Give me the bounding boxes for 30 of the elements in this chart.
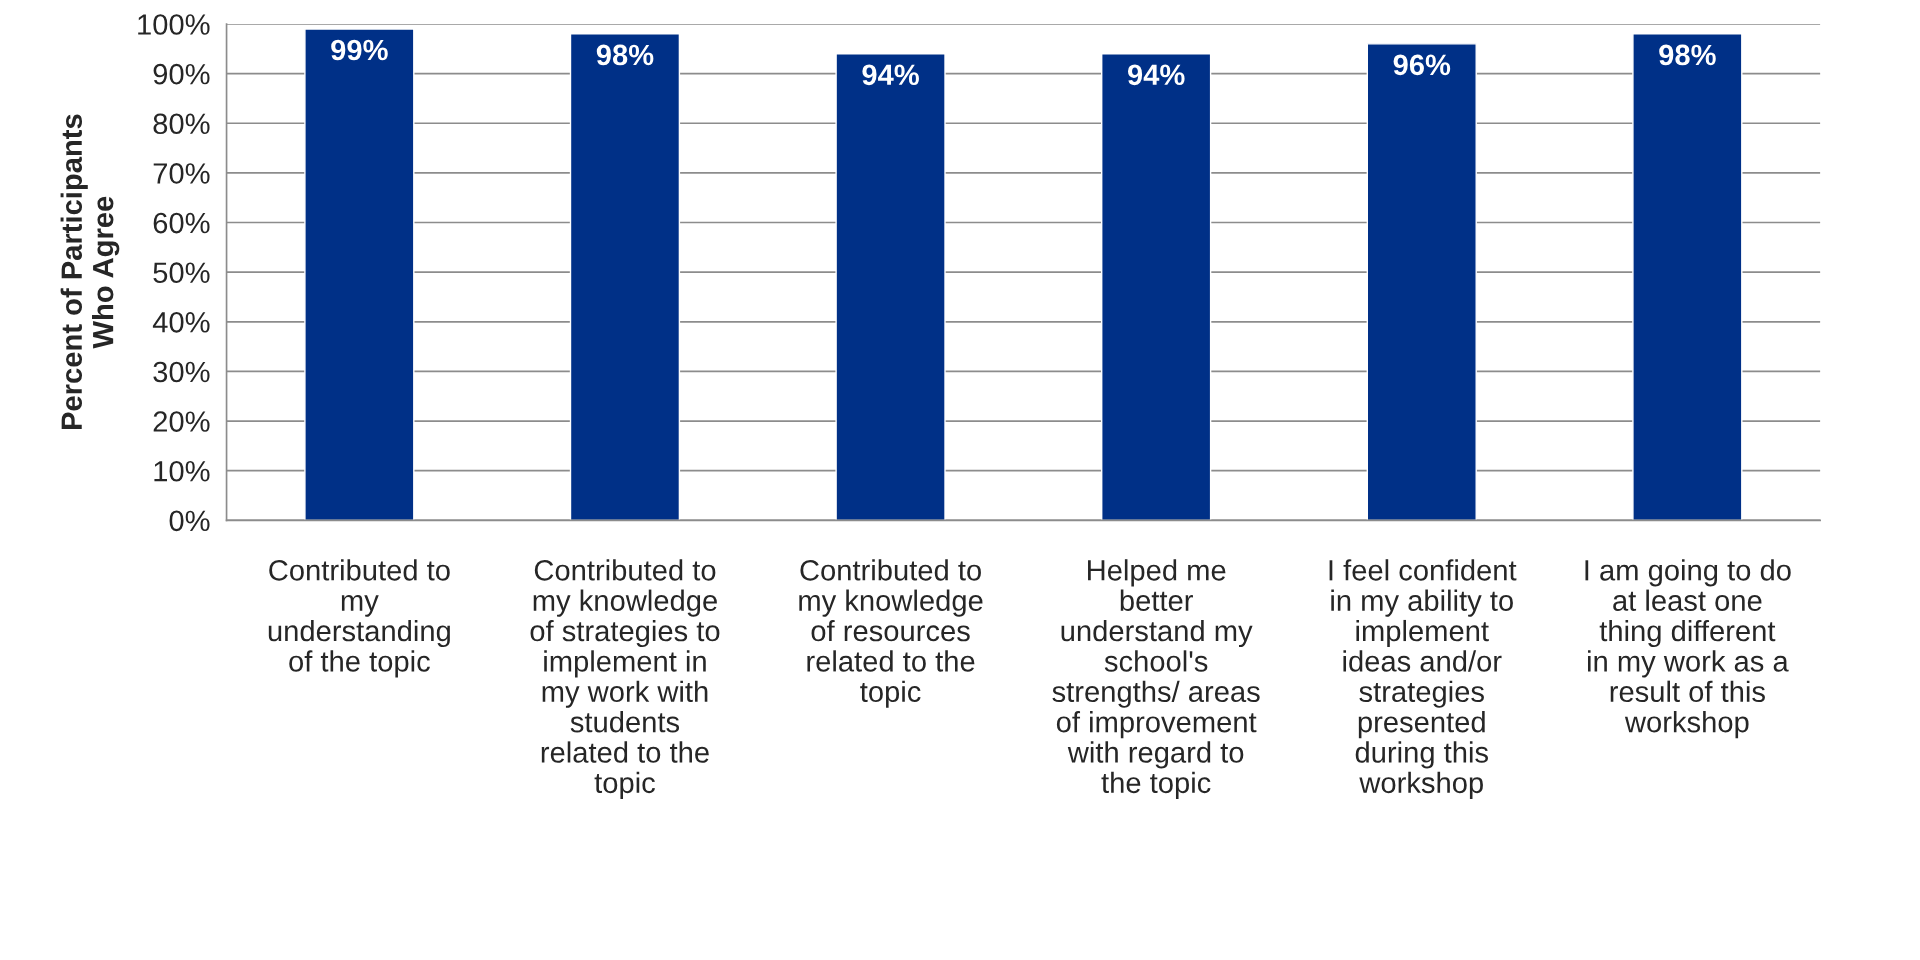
data-label: 98% bbox=[596, 44, 654, 66]
y-tick-label: 90% bbox=[153, 63, 210, 85]
bar bbox=[304, 28, 415, 521]
x-tick-label: Contributed to my understanding of the topic bbox=[268, 559, 450, 678]
data-label: 94% bbox=[1127, 64, 1185, 86]
y-tick-label: 10% bbox=[154, 460, 210, 482]
x-tick-label: Helped me better understand my school's strengths/ areas of improvement with regard to the topic bbox=[1052, 559, 1260, 799]
data-label: 98% bbox=[1659, 44, 1716, 66]
y-tick-label: 20% bbox=[153, 411, 210, 432]
y-tick-label: 70% bbox=[153, 163, 210, 184]
y-tick-label: 30% bbox=[153, 361, 210, 383]
bar bbox=[1632, 33, 1743, 521]
y-tick-label: 0% bbox=[169, 510, 210, 532]
bar bbox=[835, 53, 946, 521]
bar bbox=[1366, 43, 1477, 521]
y-tick-label: 100% bbox=[138, 14, 210, 35]
y-tick-label: 80% bbox=[153, 113, 210, 135]
x-tick-label: Contributed to my knowledge of resources related to the topic bbox=[799, 559, 983, 708]
bar bbox=[569, 33, 681, 521]
x-tick-label: Contributed to my knowledge of strategies to implement in my work with students related to the topic bbox=[530, 559, 720, 799]
x-tick-label: I am going to do at least one thing different in my work as a result of this workshop bbox=[1585, 559, 1791, 739]
y-axis-title: Percent of Participants Who Agree bbox=[60, 114, 120, 430]
y-tick-label: 50% bbox=[153, 262, 210, 284]
data-label: 99% bbox=[331, 39, 388, 61]
data-label: 94% bbox=[862, 64, 919, 86]
data-label: 96% bbox=[1393, 54, 1451, 76]
y-tick-label: 40% bbox=[152, 311, 210, 333]
x-tick-label: I feel confident in my ability to implement ideas and/or strategies presented during this workshop bbox=[1329, 559, 1517, 799]
bar bbox=[1101, 53, 1212, 521]
y-tick-label: 60% bbox=[153, 212, 210, 234]
